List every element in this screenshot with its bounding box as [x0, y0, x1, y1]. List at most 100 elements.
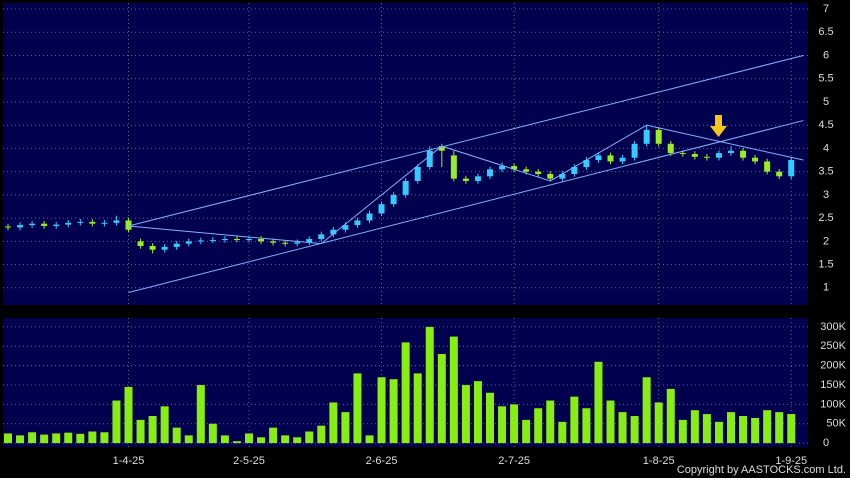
y-tick-label: 300K — [820, 321, 846, 333]
x-tick-label: 1-8-25 — [643, 455, 675, 467]
candle-body — [29, 223, 36, 226]
candle-body — [197, 240, 204, 242]
volume-bar — [751, 417, 760, 444]
candle-body — [209, 239, 216, 241]
volume-bar — [232, 441, 241, 444]
candle-body — [535, 171, 542, 174]
x-tick-label: 1-4-25 — [113, 455, 145, 467]
candle-body — [776, 171, 783, 177]
y-tick-label: 200K — [820, 360, 846, 372]
candle-body — [679, 153, 686, 155]
y-tick-label: 250K — [820, 340, 846, 352]
candle-body — [740, 150, 747, 158]
volume-bar — [690, 410, 699, 444]
volume-bar — [787, 414, 796, 444]
volume-bar — [389, 379, 398, 444]
candle-body — [366, 213, 373, 221]
volume-bar — [305, 431, 314, 444]
volume-bar — [64, 432, 73, 444]
trend-line — [128, 120, 804, 293]
x-tick-label: 2-6-25 — [366, 455, 398, 467]
volume-bar — [52, 433, 61, 444]
volume-bar — [498, 406, 507, 444]
arrow-icon — [710, 115, 727, 137]
volume-bar — [486, 392, 494, 444]
volume-bar — [293, 437, 302, 444]
candle-body — [655, 129, 662, 144]
candle-body — [41, 223, 48, 227]
volume-bar — [739, 416, 748, 444]
volume-bar — [377, 377, 386, 444]
volume-bar — [220, 435, 229, 444]
volume-bar — [413, 373, 422, 444]
volume-bar — [425, 326, 434, 444]
volume-bar — [437, 354, 446, 444]
volume-bar — [714, 421, 723, 444]
volume-bar — [88, 431, 97, 444]
volume-bar — [124, 386, 133, 444]
volume-bar — [558, 421, 567, 444]
candle-body — [691, 154, 698, 157]
candle-body — [306, 239, 313, 243]
candle-body — [426, 150, 433, 168]
candle-body — [5, 226, 11, 228]
volume-bar — [196, 385, 205, 444]
candle-body — [414, 167, 421, 181]
candle-body — [246, 239, 252, 241]
candle-body — [547, 173, 554, 179]
candle-body — [402, 180, 409, 195]
volume-bar — [4, 433, 12, 444]
candle-body — [667, 143, 674, 154]
candle-body — [703, 156, 710, 158]
volume-bar — [245, 433, 253, 444]
trend-line — [128, 124, 804, 245]
volume-bar — [353, 373, 362, 444]
volume-bar — [281, 435, 290, 444]
candle-body — [137, 241, 144, 246]
y-tick-label: 4 — [823, 142, 829, 154]
volume-bar — [546, 400, 555, 444]
y-tick-label: 0 — [823, 437, 829, 449]
candle-body — [631, 143, 638, 158]
volume-bar — [100, 432, 109, 444]
candle-body — [378, 204, 385, 214]
candle-body — [282, 242, 289, 244]
volume-bar — [642, 377, 651, 444]
x-tick-label: 1-9-25 — [775, 455, 807, 467]
volume-bar — [317, 425, 326, 444]
candle-body — [607, 155, 614, 162]
volume-bar — [570, 396, 579, 444]
candle-body — [462, 178, 469, 181]
candle-body — [643, 129, 650, 144]
volume-bar — [172, 427, 181, 444]
candle-body — [149, 245, 156, 250]
volume-bar — [678, 419, 687, 444]
volume-bar — [654, 402, 663, 444]
candle-body — [65, 222, 72, 225]
candle-body — [559, 173, 566, 179]
candle-body — [523, 169, 530, 172]
volume-bar — [208, 423, 217, 444]
x-tick-label: 2-7-25 — [498, 455, 530, 467]
volume-bar — [76, 433, 85, 444]
volume-bar — [112, 400, 121, 444]
candle-body — [173, 243, 180, 247]
candle-body — [390, 194, 397, 205]
volume-bar — [763, 410, 772, 444]
candle-body — [583, 160, 590, 168]
candle-body — [438, 146, 445, 151]
candle-body — [221, 239, 228, 241]
volume-bar — [618, 412, 627, 444]
y-tick-label: 150K — [820, 379, 846, 391]
volume-bar — [702, 414, 711, 444]
volume-bar — [148, 416, 157, 444]
candle-body — [258, 239, 265, 242]
volume-bar — [257, 437, 266, 444]
volume-bar — [136, 419, 145, 444]
y-tick-label: 4.5 — [818, 119, 833, 131]
y-tick-label: 6 — [823, 49, 829, 61]
y-tick-label: 50K — [826, 418, 846, 430]
candle-body — [354, 220, 361, 226]
